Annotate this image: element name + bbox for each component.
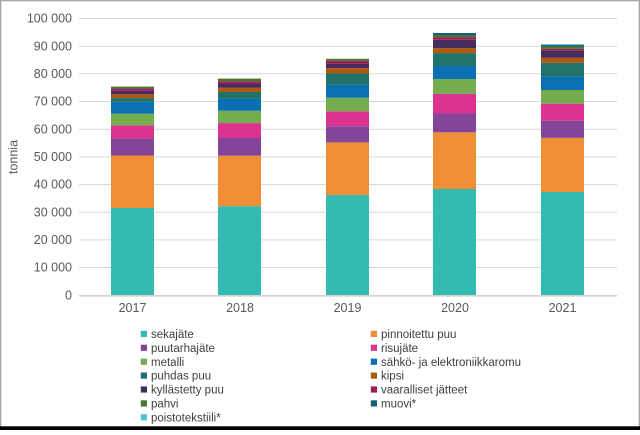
svg-text:80 000: 80 000 (34, 67, 72, 81)
svg-text:2018: 2018 (226, 301, 254, 315)
svg-text:risujäte: risujäte (381, 343, 418, 355)
svg-text:vaaralliset jätteet: vaaralliset jätteet (381, 385, 468, 397)
svg-text:tonnia: tonnia (7, 140, 21, 174)
svg-text:2017: 2017 (119, 301, 147, 315)
svg-text:50 000: 50 000 (34, 150, 72, 164)
svg-text:100 000: 100 000 (27, 12, 72, 26)
svg-text:0: 0 (65, 288, 72, 302)
svg-text:pinnoitettu puu: pinnoitettu puu (381, 329, 456, 341)
svg-text:muovi*: muovi* (381, 399, 417, 411)
svg-text:kipsi: kipsi (381, 371, 404, 383)
svg-text:70 000: 70 000 (34, 95, 72, 109)
svg-text:sähkö- ja elektroniikkaromu: sähkö- ja elektroniikkaromu (381, 357, 521, 369)
svg-text:10 000: 10 000 (34, 261, 72, 275)
svg-text:sekajäte: sekajäte (151, 329, 194, 341)
svg-text:metalli: metalli (151, 357, 184, 369)
svg-text:kyllästetty puu: kyllästetty puu (151, 385, 224, 397)
svg-text:puhdas puu: puhdas puu (151, 371, 211, 383)
svg-text:puutarhajäte: puutarhajäte (151, 343, 215, 355)
svg-text:pahvi: pahvi (151, 399, 179, 411)
svg-text:30 000: 30 000 (34, 205, 72, 219)
svg-text:20 000: 20 000 (34, 233, 72, 247)
svg-text:90 000: 90 000 (34, 39, 72, 53)
svg-text:2020: 2020 (441, 301, 469, 315)
svg-text:40 000: 40 000 (34, 178, 72, 192)
svg-text:60 000: 60 000 (34, 122, 72, 136)
svg-text:2021: 2021 (549, 301, 577, 315)
svg-text:2019: 2019 (334, 301, 362, 315)
svg-text:poistotekstiili*: poistotekstiili* (151, 412, 221, 424)
